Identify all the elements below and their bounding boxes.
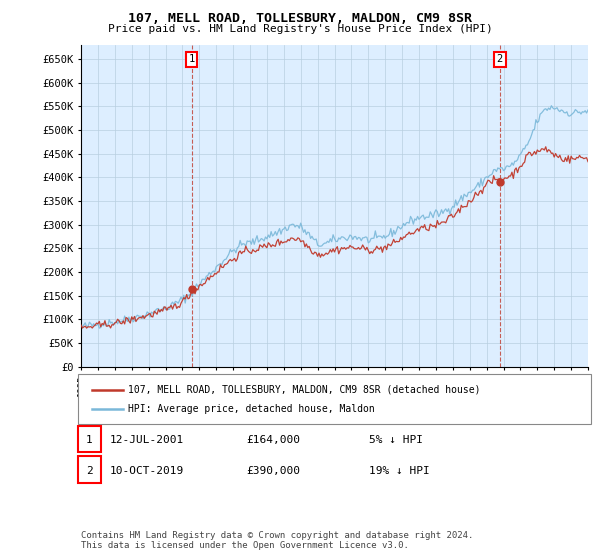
- Text: 107, MELL ROAD, TOLLESBURY, MALDON, CM9 8SR: 107, MELL ROAD, TOLLESBURY, MALDON, CM9 …: [128, 12, 472, 25]
- Text: Price paid vs. HM Land Registry's House Price Index (HPI): Price paid vs. HM Land Registry's House …: [107, 24, 493, 34]
- Text: 107, MELL ROAD, TOLLESBURY, MALDON, CM9 8SR (detached house): 107, MELL ROAD, TOLLESBURY, MALDON, CM9 …: [128, 385, 481, 395]
- Text: Contains HM Land Registry data © Crown copyright and database right 2024.
This d: Contains HM Land Registry data © Crown c…: [81, 530, 473, 550]
- Text: 1: 1: [86, 435, 93, 445]
- Text: 5% ↓ HPI: 5% ↓ HPI: [369, 435, 423, 445]
- Text: £164,000: £164,000: [246, 435, 300, 445]
- Text: 19% ↓ HPI: 19% ↓ HPI: [369, 466, 430, 476]
- Text: 2: 2: [86, 466, 93, 476]
- Text: 12-JUL-2001: 12-JUL-2001: [110, 435, 184, 445]
- Text: 1: 1: [188, 54, 194, 64]
- Text: £390,000: £390,000: [246, 466, 300, 476]
- Text: HPI: Average price, detached house, Maldon: HPI: Average price, detached house, Mald…: [128, 404, 374, 414]
- Text: 10-OCT-2019: 10-OCT-2019: [110, 466, 184, 476]
- Text: 2: 2: [497, 54, 503, 64]
